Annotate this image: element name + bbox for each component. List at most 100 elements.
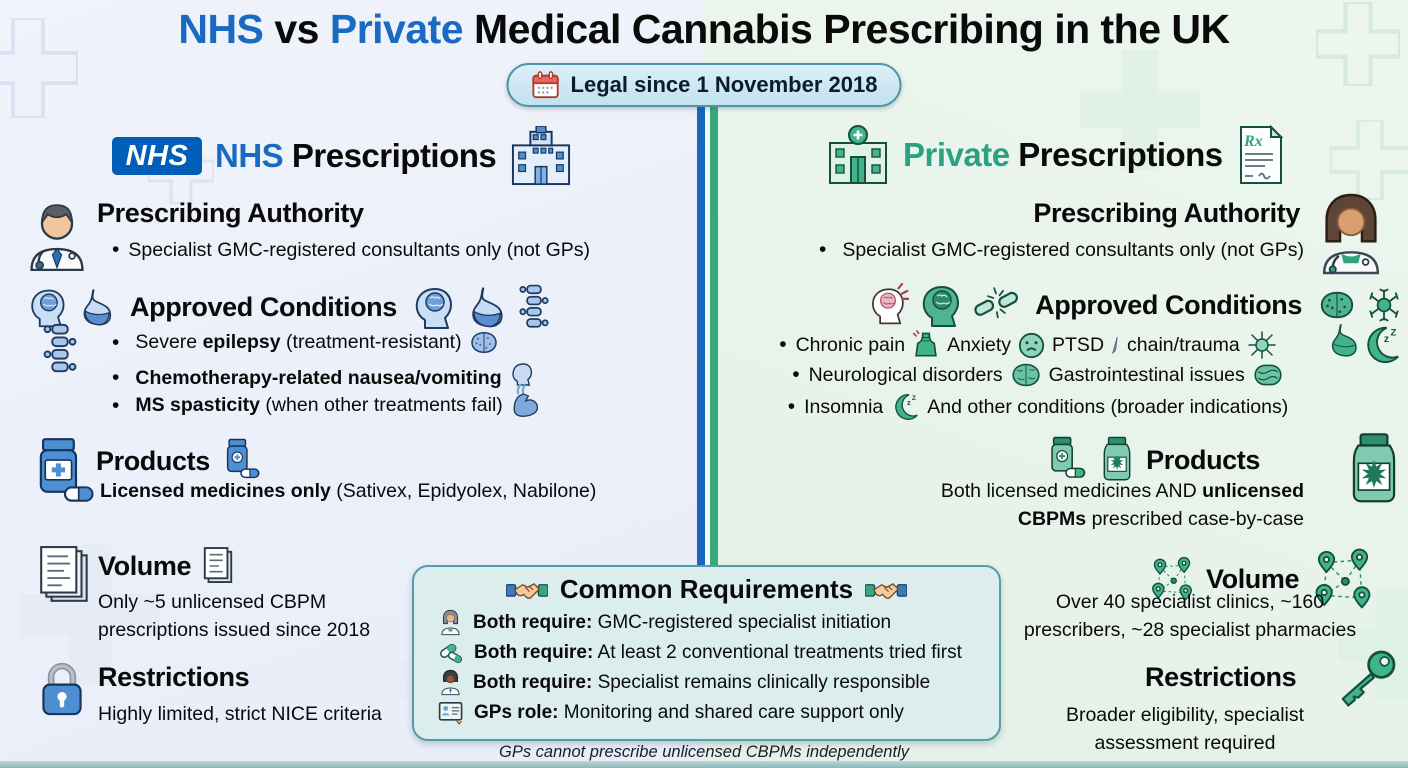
- nhs-products-text: Licensed medicines only (Sativex, Epidyo…: [100, 480, 597, 502]
- common-item-2: Both require: At least 2 conventional tr…: [438, 640, 999, 665]
- common-item-3: Both require: Specialist remains clinica…: [438, 669, 999, 696]
- nhs-header-rest: Prescriptions: [291, 137, 497, 174]
- stomach-icon: [465, 285, 509, 329]
- private-products-heading-row: Products: [1044, 436, 1260, 484]
- nhs-products-heading: Products: [96, 445, 210, 476]
- nhs-header-brand: NHS: [215, 137, 284, 174]
- divider-stripe-green: [710, 107, 718, 567]
- nhs-authority-bullet: Specialist GMC-registered consultants on…: [112, 238, 590, 262]
- pencil-icon: [1111, 336, 1120, 354]
- common-requirements-box: Common Requirements Both require: GMC-re…: [412, 565, 1001, 741]
- rx-document-icon: Rx: [1236, 125, 1286, 185]
- bottom-edge-bar: [0, 761, 1408, 768]
- pills-icon: [438, 641, 464, 665]
- document-icon: [201, 546, 235, 586]
- page-title: NHS vs Private Medical Cannabis Prescrib…: [0, 6, 1408, 53]
- private-header: Private Prescriptions Rx: [826, 124, 1286, 186]
- footnote: GPs cannot prescribe unlicensed CBPMs in…: [499, 743, 909, 761]
- divider-stripe-blue: [697, 107, 705, 567]
- svg-text:Z: Z: [912, 395, 916, 402]
- head-pain-icon: [867, 283, 910, 327]
- documents-icon: [36, 545, 96, 607]
- title-private: Private: [329, 6, 464, 52]
- common-heading: Common Requirements: [559, 574, 854, 604]
- muscle-icon: [510, 392, 540, 419]
- doctor-icon: [438, 609, 463, 636]
- divider-stripe-gap: [705, 107, 710, 567]
- head-brain-icon: [917, 281, 965, 329]
- nausea-icon: [509, 361, 537, 395]
- common-item-1: Both require: GMC-registered specialist …: [438, 609, 999, 636]
- pin-network-icon: [1309, 546, 1377, 612]
- private-authority-heading: Prescribing Authority: [1033, 198, 1300, 228]
- nhs-restrictions-text: Highly limited, strict NICE criteria: [98, 703, 382, 725]
- svg-text:Z: Z: [1391, 327, 1397, 338]
- private-header-brand: Private: [903, 136, 1010, 173]
- pill-bottle-capsule-icon: [1044, 436, 1088, 484]
- hospital-icon: [509, 126, 573, 186]
- broken-chain-icon: [973, 285, 1019, 325]
- title-vs: vs: [274, 6, 319, 52]
- doctor-icon: [20, 194, 94, 274]
- nhs-volume-heading: Volume: [98, 550, 192, 581]
- spine-icon: [516, 283, 552, 331]
- nhs-condition-chemo: Chemotherapy-related nausea/vomiting: [112, 361, 537, 395]
- nhs-products-heading-row: Products: [96, 438, 262, 484]
- pin-network-icon: [1148, 555, 1196, 603]
- nhs-condition-ms: MS spasticity (when other treatments fai…: [112, 392, 540, 419]
- private-condition-line1: Chronic pain Anxiety PTSD chain/trauma: [728, 330, 1328, 360]
- private-authority-bullet: Specialist GMC-registered consultants on…: [819, 238, 1304, 262]
- background-cross: [1316, 2, 1400, 86]
- stomach-icon: [77, 287, 117, 327]
- burst-icon: [1247, 330, 1277, 360]
- legal-date-label: Legal since 1 November 2018: [570, 72, 878, 97]
- cannabis-bottle-icon: [1098, 436, 1136, 484]
- svg-text:Rx: Rx: [1243, 133, 1263, 150]
- doctor-female-icon: [1312, 192, 1390, 276]
- common-heading-row: Common Requirements: [414, 574, 999, 605]
- doctor-icon: [438, 669, 463, 696]
- cannabis-jar-icon: [1345, 432, 1403, 508]
- title-nhs: NHS: [178, 6, 264, 52]
- nhs-authority-heading: Prescribing Authority: [97, 198, 364, 228]
- svg-text:z: z: [907, 398, 911, 407]
- handshake-icon: [505, 576, 548, 604]
- nhs-conditions-heading: Approved Conditions: [130, 291, 397, 322]
- calendar-icon: [531, 70, 561, 100]
- brain-icon: [469, 330, 499, 355]
- nhs-conditions-heading-row: Approved Conditions: [26, 283, 552, 331]
- private-volume-heading-row: Volume: [1148, 546, 1377, 612]
- pain-body-icon: [912, 330, 940, 360]
- pill-bottle-capsule-icon: [220, 438, 262, 484]
- private-products-text: Both licensed medicines AND unlicensed C…: [940, 480, 1304, 530]
- private-restrictions-heading: Restrictions: [1145, 662, 1297, 692]
- intestine-icon: [1252, 361, 1284, 389]
- private-conditions-heading-row: Approved Conditions: [867, 281, 1404, 329]
- title-rest: Medical Cannabis Prescribing in the UK: [474, 6, 1230, 52]
- common-item-4: GPs role: Monitoring and shared care sup…: [438, 700, 999, 725]
- background-cross: [20, 545, 160, 685]
- background-cross: [1330, 120, 1408, 200]
- id-card-icon: [438, 700, 464, 725]
- spine-icon: [40, 322, 80, 376]
- brain-icon: [1010, 362, 1042, 388]
- nhs-logo: NHS: [112, 137, 202, 175]
- private-volume-text: Over 40 specialist clinics, ~160 prescri…: [1023, 591, 1357, 641]
- nhs-restrictions-heading: Restrictions: [98, 662, 250, 692]
- head-brain-icon: [410, 283, 458, 331]
- neuron-icon: [1364, 285, 1404, 325]
- background-cross: [0, 18, 78, 118]
- padlock-icon: [38, 660, 86, 718]
- head-brain-icon: [26, 285, 70, 329]
- svg-text:z: z: [1384, 333, 1389, 345]
- private-header-title: Private Prescriptions: [903, 136, 1223, 174]
- key-icon: [1334, 648, 1400, 710]
- private-restrictions-text: Broader eligibility, specialist assessme…: [1065, 704, 1305, 754]
- private-volume-heading: Volume: [1206, 563, 1300, 594]
- anxiety-face-icon: [1018, 332, 1045, 359]
- handshake-icon: [865, 576, 908, 604]
- nhs-condition-epilepsy: Severe epilepsy (treatment-resistant): [112, 330, 499, 355]
- legal-date-badge: Legal since 1 November 2018: [506, 63, 902, 107]
